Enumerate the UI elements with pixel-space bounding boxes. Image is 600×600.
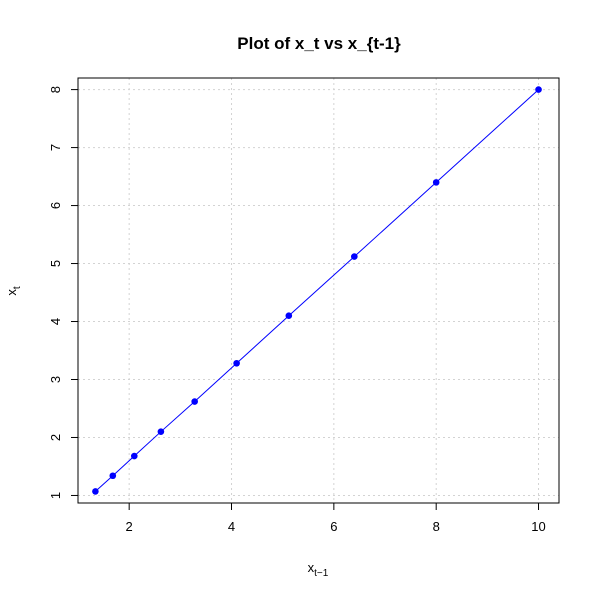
data-point <box>109 472 117 480</box>
y-tick-label: 4 <box>48 318 63 325</box>
plot-box <box>77 77 560 504</box>
y-tick-label: 2 <box>48 434 63 441</box>
data-point <box>233 359 240 367</box>
y-tick-label: 6 <box>48 202 63 209</box>
x-tick-label: 6 <box>330 519 337 534</box>
x-tick-label: 10 <box>531 519 545 534</box>
x-tick-label: 8 <box>433 519 440 534</box>
y-tick-label: 1 <box>48 492 63 499</box>
x-axis-label-sub: t−1 <box>314 568 329 579</box>
x-axis-label: xt−1 <box>308 560 329 579</box>
x-tick-label: 4 <box>228 519 235 534</box>
data-point <box>130 452 138 460</box>
data-point <box>432 179 440 186</box>
grid <box>78 78 559 503</box>
y-axis-label-base: x <box>4 289 19 296</box>
chart-title: Plot of x_t vs x_{t-1} <box>237 34 401 53</box>
y-tick-label: 7 <box>48 144 63 151</box>
y-axis-label: xt <box>4 286 23 296</box>
x-axis-label-base: x <box>308 560 315 575</box>
series-line <box>95 89 539 492</box>
data-point <box>191 398 198 405</box>
y-tick-label: 8 <box>48 86 63 93</box>
data-point <box>157 428 165 435</box>
data-point <box>92 488 99 495</box>
data-point <box>285 312 293 320</box>
y-axis-label-sub: t <box>12 286 23 289</box>
y-tick-label: 3 <box>48 376 63 383</box>
y-tick-label: 5 <box>48 260 63 267</box>
data-point <box>351 253 358 260</box>
data-point <box>535 86 542 93</box>
series <box>92 86 542 495</box>
x-tick-label: 2 <box>126 519 133 534</box>
